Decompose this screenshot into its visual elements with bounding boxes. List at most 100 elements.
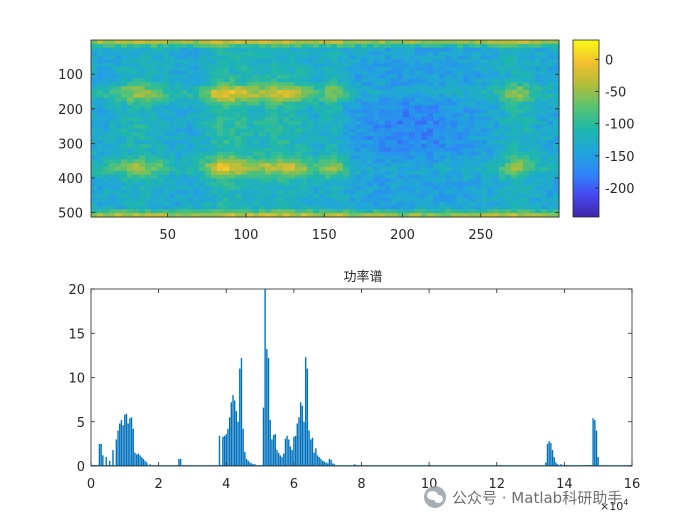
spectrogram-cell — [391, 90, 398, 95]
spectrogram-cell — [505, 90, 512, 95]
spectrogram-cell — [181, 47, 188, 53]
spectrogram-cell — [523, 63, 530, 68]
spectrogram-cell — [121, 136, 128, 141]
spectrogram-cell — [367, 105, 374, 110]
spectrogram-cell — [349, 136, 356, 141]
spectrogram-cell — [277, 70, 284, 76]
spectrogram-cell — [511, 90, 518, 95]
spectrogram-cell — [145, 113, 152, 118]
spectrogram-cell — [97, 66, 104, 72]
spectrogram-cell — [349, 209, 356, 214]
spectrogram-cell — [133, 190, 140, 195]
spectrogram-cell — [139, 90, 146, 95]
spectrogram-cell — [97, 90, 104, 95]
spectrogram-cell — [217, 201, 224, 207]
spectrum-bar — [560, 464, 562, 466]
spectrogram-cell — [151, 66, 158, 72]
spectrogram-cell — [313, 147, 320, 153]
spectrogram-cell — [223, 97, 230, 103]
spectrogram-cell — [349, 63, 356, 68]
spectrogram-cell — [325, 205, 332, 210]
spectrogram-cell — [223, 201, 230, 207]
spectrogram-cell — [403, 63, 410, 68]
spectrogram-cell — [463, 147, 470, 153]
spectrogram-cell — [463, 78, 470, 83]
spectrogram-cell — [187, 166, 194, 172]
spectrogram-cell — [199, 59, 206, 64]
spectrogram-cell — [391, 128, 398, 133]
spectrogram-cell — [523, 143, 530, 149]
spectrogram-cell — [139, 43, 146, 49]
spectrogram-cell — [241, 120, 248, 126]
spectrogram-cell — [217, 70, 224, 76]
spectrogram-cell — [151, 74, 158, 80]
spectrogram-cell — [307, 66, 314, 72]
spectrogram-cell — [451, 59, 458, 64]
spectrogram-cell — [265, 197, 272, 203]
spectrogram-cell — [91, 170, 98, 176]
spectrogram-cell — [181, 140, 188, 145]
spectrogram-cell — [499, 166, 506, 172]
colorbar-tick-label: -50 — [605, 85, 626, 100]
spectrogram-cell — [115, 163, 122, 168]
spectrogram-cell — [373, 190, 380, 195]
spectrogram-cell — [139, 105, 146, 110]
spectrogram-cell — [463, 140, 470, 145]
spectrogram-cell — [229, 155, 236, 160]
x-tick-label: 150 — [312, 228, 337, 243]
spectrogram-cell — [289, 159, 296, 164]
spectrogram-cell — [235, 166, 242, 172]
spectrogram-cell — [109, 47, 116, 53]
spectrogram-cell — [127, 86, 134, 91]
spectrogram-cell — [217, 193, 224, 199]
spectrogram-cell — [415, 143, 422, 149]
spectrogram-cell — [139, 47, 146, 53]
spectrogram-cell — [535, 193, 542, 199]
spectrogram-cell — [505, 74, 512, 80]
spectrogram-cell — [397, 93, 404, 99]
spectrogram-cell — [343, 40, 350, 45]
spectrogram-cell — [91, 213, 98, 218]
spectrogram-cell — [385, 155, 392, 160]
spectrogram-cell — [535, 151, 542, 157]
spectrogram-cell — [223, 128, 230, 133]
spectrogram-cell — [289, 124, 296, 130]
spectrogram-cell — [271, 159, 278, 164]
spectrogram-cell — [367, 159, 374, 164]
spectrogram-cell — [235, 190, 242, 195]
spectrogram-cell — [205, 40, 212, 45]
spectrogram-cell — [319, 163, 326, 168]
spectrogram-cell — [541, 93, 548, 99]
spectrogram-cell — [541, 186, 548, 191]
spectrogram-cell — [181, 59, 188, 64]
spectrogram-cell — [373, 147, 380, 153]
spectrogram-cell — [265, 97, 272, 103]
spectrogram-cell — [553, 97, 560, 103]
spectrogram-cell — [127, 143, 134, 149]
spectrogram-cell — [313, 55, 320, 60]
spectrogram-cell — [487, 90, 494, 95]
spectrogram-cell — [229, 47, 236, 53]
spectrogram-cell — [175, 51, 182, 56]
spectrogram-cell — [301, 132, 308, 137]
spectrogram-cell — [331, 109, 338, 114]
spectrogram-cell — [229, 51, 236, 56]
spectrogram-cell — [487, 213, 494, 218]
spectrogram-cell — [199, 40, 206, 45]
spectrogram-cell — [355, 120, 362, 126]
spectrogram-cell — [295, 155, 302, 160]
spectrogram-cell — [403, 74, 410, 80]
spectrogram-cell — [277, 190, 284, 195]
spectrogram-cell — [493, 178, 500, 183]
spectrogram-cell — [517, 143, 524, 149]
spectrogram-cell — [457, 113, 464, 118]
spectrum-bar — [137, 453, 140, 466]
spectrogram-cell — [301, 74, 308, 80]
spectrogram-cell — [487, 47, 494, 53]
spectrogram-cell — [505, 59, 512, 64]
spectrogram-cell — [151, 93, 158, 99]
spectrogram-cell — [133, 182, 140, 187]
spectrogram-cell — [379, 66, 386, 72]
spectrogram-cell — [517, 78, 524, 83]
